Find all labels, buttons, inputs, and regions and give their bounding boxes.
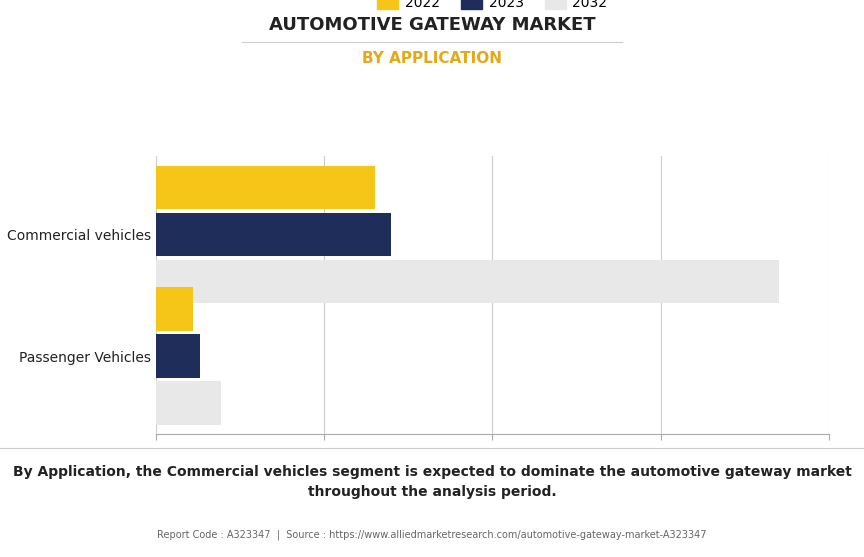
Legend: 2022, 2023, 2032: 2022, 2023, 2032 bbox=[372, 0, 613, 16]
Text: AUTOMOTIVE GATEWAY MARKET: AUTOMOTIVE GATEWAY MARKET bbox=[269, 16, 595, 34]
Bar bbox=[156, 287, 194, 331]
Bar bbox=[156, 213, 391, 256]
Text: By Application, the Commercial vehicles segment is expected to dominate the auto: By Application, the Commercial vehicles … bbox=[13, 465, 851, 499]
Bar bbox=[156, 260, 778, 303]
Bar bbox=[156, 334, 200, 378]
Bar bbox=[156, 382, 221, 425]
Bar bbox=[156, 165, 374, 209]
Text: BY APPLICATION: BY APPLICATION bbox=[362, 51, 502, 66]
Text: Report Code : A323347  |  Source : https://www.alliedmarketresearch.com/automoti: Report Code : A323347 | Source : https:/… bbox=[157, 530, 707, 540]
